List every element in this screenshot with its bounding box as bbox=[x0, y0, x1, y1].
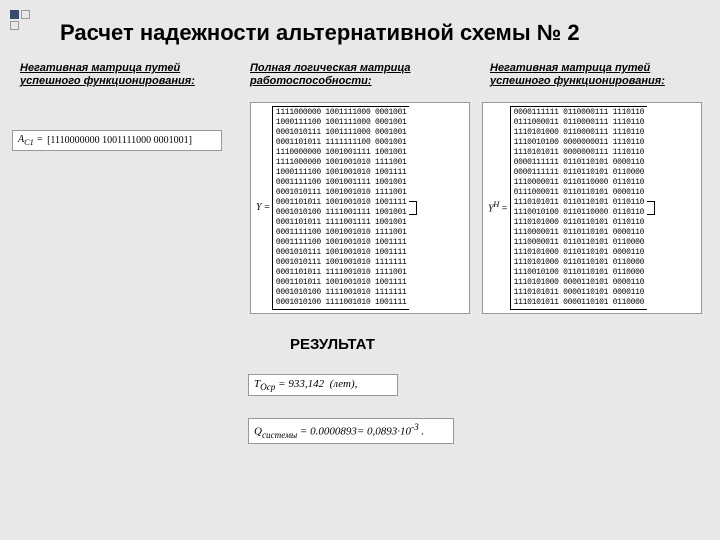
matrix-row: 0001010111 1001001010 1111111 bbox=[276, 258, 407, 268]
matrix-row: 0001010111 1001001010 1001111 bbox=[276, 248, 407, 258]
heading-left: Негативная матрица путей успешного функц… bbox=[20, 62, 210, 88]
tocp-formula: TОср = 933,142 (лет), bbox=[248, 374, 398, 396]
matrix-row: 1110101000 0110000111 1110110 bbox=[514, 128, 645, 138]
matrix-row: 1110101000 0110110101 0110000 bbox=[514, 258, 645, 268]
matrix-row: 1110101011 0000110101 0000110 bbox=[514, 288, 645, 298]
matrix-row: 0001010100 1111001111 1001001 bbox=[276, 208, 407, 218]
matrix-row: 1110000011 0110110101 0110000 bbox=[514, 238, 645, 248]
matrix-row: 1110000000 1001001111 1001001 bbox=[276, 148, 407, 158]
matrix-right: YH = 0000111111 0110000111 1110110011100… bbox=[482, 102, 702, 314]
q-formula: Qсистемы = 0.0000893= 0,0893·10-3 . bbox=[248, 418, 454, 444]
matrix-row: 1000111100 1001001010 1001111 bbox=[276, 168, 407, 178]
matrix-row: 0001101011 1111001010 1111001 bbox=[276, 268, 407, 278]
matrix-row: 1110101000 0000110101 0000110 bbox=[514, 278, 645, 288]
page-title: Расчет надежности альтернативной схемы №… bbox=[60, 20, 690, 46]
matrix-row: 1110000011 0110110101 0000110 bbox=[514, 228, 645, 238]
matrix-row: 0001101011 1111001111 1001001 bbox=[276, 218, 407, 228]
matrix-row: 0001010111 1001111000 0001001 bbox=[276, 128, 407, 138]
matrix-right-label: YH = bbox=[488, 200, 508, 216]
matrix-row: 1110010100 0110110000 0110110 bbox=[514, 208, 645, 218]
matrix-row: 0001010111 1001001010 1111001 bbox=[276, 188, 407, 198]
ac-value: [1110000000 1001111000 0001001] bbox=[47, 135, 192, 146]
matrix-row: 1110010100 0110110101 0110000 bbox=[514, 268, 645, 278]
matrix-row: 0001101011 1001001010 1001111 bbox=[276, 198, 407, 208]
matrix-mid-rows: 1111000000 1001111000 00010011000111100 … bbox=[272, 106, 410, 310]
matrix-row: 0000111111 0110110101 0000110 bbox=[514, 158, 645, 168]
ac-formula: AC1 = [1110000000 1001111000 0001001] bbox=[12, 130, 222, 151]
matrix-row: 1111000000 1001111000 0001001 bbox=[276, 108, 407, 118]
matrix-row: 0111000011 0110000111 1110110 bbox=[514, 118, 645, 128]
matrix-row: 1110101000 0110110101 0000110 bbox=[514, 248, 645, 258]
matrix-row: 1110101011 0000000111 1110110 bbox=[514, 148, 645, 158]
matrix-row: 0001101011 1111111100 0001001 bbox=[276, 138, 407, 148]
matrix-row: 0001111100 1001001010 1001111 bbox=[276, 238, 407, 248]
matrix-row: 1110101011 0000110101 0110000 bbox=[514, 298, 645, 308]
matrix-row: 0001111100 1001001010 1111001 bbox=[276, 228, 407, 238]
matrix-row: 0001010100 1111001010 1111111 bbox=[276, 288, 407, 298]
matrix-row: 1000111100 1001111000 0001001 bbox=[276, 118, 407, 128]
result-heading: РЕЗУЛЬТАТ bbox=[290, 336, 375, 353]
matrix-row: 1110000011 0110110000 0110110 bbox=[514, 178, 645, 188]
matrix-row: 0111000011 0110110101 0000110 bbox=[514, 188, 645, 198]
heading-right: Негативная матрица путей успешного функц… bbox=[490, 62, 690, 88]
matrix-row: 0001111100 1001001111 1001001 bbox=[276, 178, 407, 188]
heading-mid: Полная логическая матрица работоспособно… bbox=[250, 62, 450, 88]
matrix-row: 1111000000 1001001010 1111001 bbox=[276, 158, 407, 168]
matrix-row: 1110101000 0110110101 0110110 bbox=[514, 218, 645, 228]
matrix-right-rows: 0000111111 0110000111 11101100111000011 … bbox=[510, 106, 648, 310]
matrix-row: 0001010100 1111001010 1001111 bbox=[276, 298, 407, 308]
matrix-row: 0000111111 0110000111 1110110 bbox=[514, 108, 645, 118]
matrix-row: 0001101011 1001001010 1001111 bbox=[276, 278, 407, 288]
matrix-mid: Y = 1111000000 1001111000 00010011000111… bbox=[250, 102, 470, 314]
matrix-mid-label: Y = bbox=[256, 202, 270, 215]
ac-label: AC1 = bbox=[18, 134, 43, 147]
matrix-row: 1110010100 0000000011 1110110 bbox=[514, 138, 645, 148]
matrix-row: 1110101011 0110110101 0110110 bbox=[514, 198, 645, 208]
matrix-row: 0000111111 0110110101 0110000 bbox=[514, 168, 645, 178]
corner-decoration bbox=[10, 10, 34, 34]
